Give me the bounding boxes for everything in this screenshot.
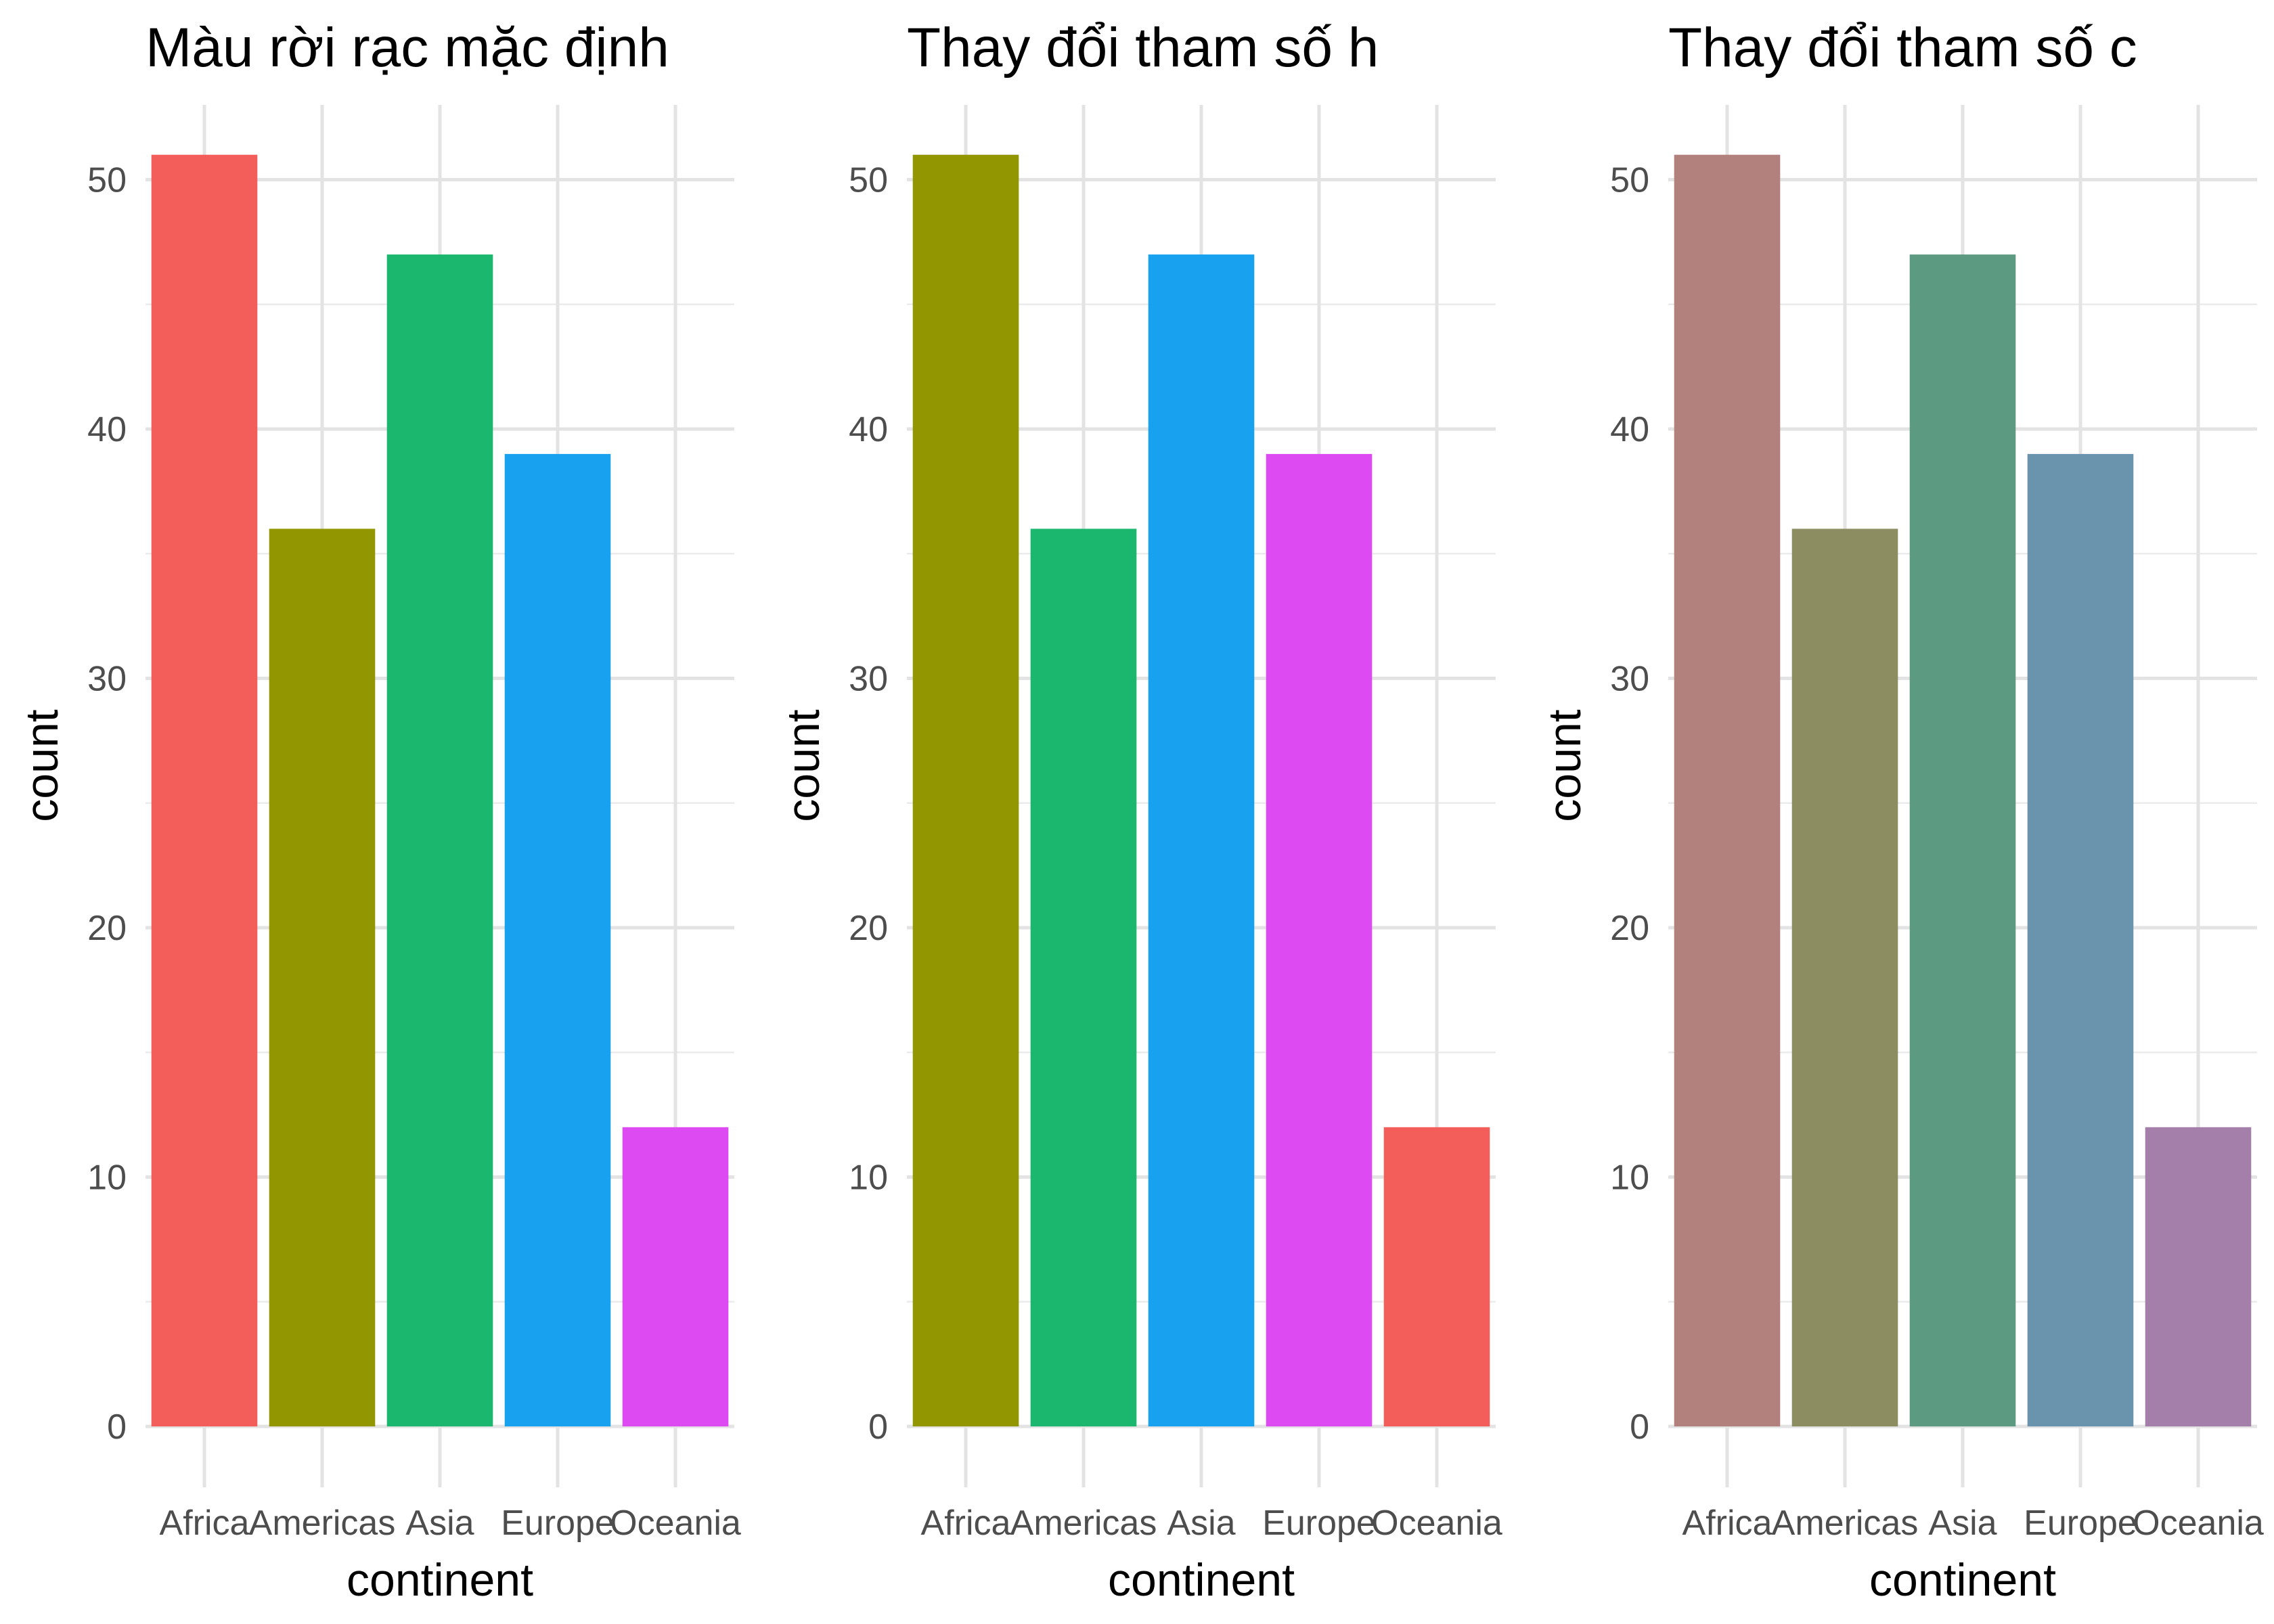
y-tick-label: 40 xyxy=(849,410,888,449)
y-tick-label: 10 xyxy=(849,1158,888,1198)
y-tick-label: 0 xyxy=(107,1407,127,1447)
y-tick-label: 30 xyxy=(849,660,888,699)
y-axis-title: count xyxy=(1539,709,1590,821)
bar-oceania xyxy=(1383,1127,1490,1426)
panel-title: Thay đổi tham số h xyxy=(907,17,1379,78)
x-axis-title: continent xyxy=(1869,1554,2056,1606)
y-tick-label: 0 xyxy=(868,1407,888,1447)
y-tick-label: 10 xyxy=(1610,1158,1649,1198)
y-tick-label: 40 xyxy=(87,410,127,449)
bar-africa xyxy=(1674,154,1781,1426)
y-axis-title: count xyxy=(16,709,68,821)
bar-europe xyxy=(504,453,611,1427)
x-tick-label: Asia xyxy=(1928,1504,1997,1543)
x-tick-label: Europe xyxy=(1262,1504,1376,1543)
bar-europe xyxy=(1266,453,1373,1427)
bar-europe xyxy=(2027,453,2134,1427)
x-tick-label: Asia xyxy=(1167,1504,1235,1543)
y-tick-label: 30 xyxy=(1610,660,1649,699)
bar-oceania xyxy=(622,1127,729,1426)
y-tick-label: 20 xyxy=(849,909,888,948)
x-tick-label: Africa xyxy=(1682,1504,1773,1543)
x-tick-label: Europe xyxy=(501,1504,615,1543)
y-tick-label: 10 xyxy=(87,1158,127,1198)
bar-oceania xyxy=(2145,1127,2252,1426)
y-tick-label: 50 xyxy=(849,161,888,200)
x-axis-title: continent xyxy=(347,1554,533,1606)
y-tick-label: 50 xyxy=(87,161,127,200)
x-axis-title: continent xyxy=(1108,1554,1295,1606)
x-tick-label: Africa xyxy=(921,1504,1011,1543)
panel-title: Màu rời rạc mặc định xyxy=(146,17,669,78)
panel-title: Thay đổi tham số c xyxy=(1668,17,2137,78)
x-tick-label: Africa xyxy=(160,1504,250,1543)
x-tick-label: Americas xyxy=(1772,1504,1919,1543)
bar-asia xyxy=(386,254,493,1426)
x-tick-label: Asia xyxy=(405,1504,474,1543)
y-tick-label: 20 xyxy=(87,909,127,948)
bar-africa xyxy=(151,154,258,1426)
x-tick-label: Europe xyxy=(2024,1504,2137,1543)
chart-panel-2: 0 10 20 30 40 50 Africa Americas Asia EuropeOcean… xyxy=(778,17,1502,1606)
y-tick-label: 0 xyxy=(1630,1407,1649,1447)
y-tick-label: 40 xyxy=(1610,410,1649,449)
bar-asia xyxy=(1909,254,2016,1426)
y-axis-title: count xyxy=(778,709,829,821)
x-tick-label: Oceania xyxy=(1371,1504,1502,1543)
chart-panel-3: 0 10 20 30 40 50 Africa Americas Asia EuropeOcean… xyxy=(1539,17,2264,1606)
y-tick-label: 20 xyxy=(1610,909,1649,948)
x-tick-label: Oceania xyxy=(610,1504,741,1543)
bar-africa xyxy=(912,154,1019,1426)
x-tick-label: Oceania xyxy=(2133,1504,2264,1543)
chart-panel-1: 0 10 20 30 40 50 Africa Americas Asia EuropeOcean… xyxy=(16,17,741,1606)
x-tick-label: Americas xyxy=(1010,1504,1157,1543)
x-tick-label: Americas xyxy=(249,1504,396,1543)
y-tick-label: 50 xyxy=(1610,161,1649,200)
bar-asia xyxy=(1148,254,1255,1426)
bar-americas xyxy=(269,528,376,1426)
bar-americas xyxy=(1791,528,1898,1426)
y-tick-label: 30 xyxy=(87,660,127,699)
bar-americas xyxy=(1030,528,1137,1426)
